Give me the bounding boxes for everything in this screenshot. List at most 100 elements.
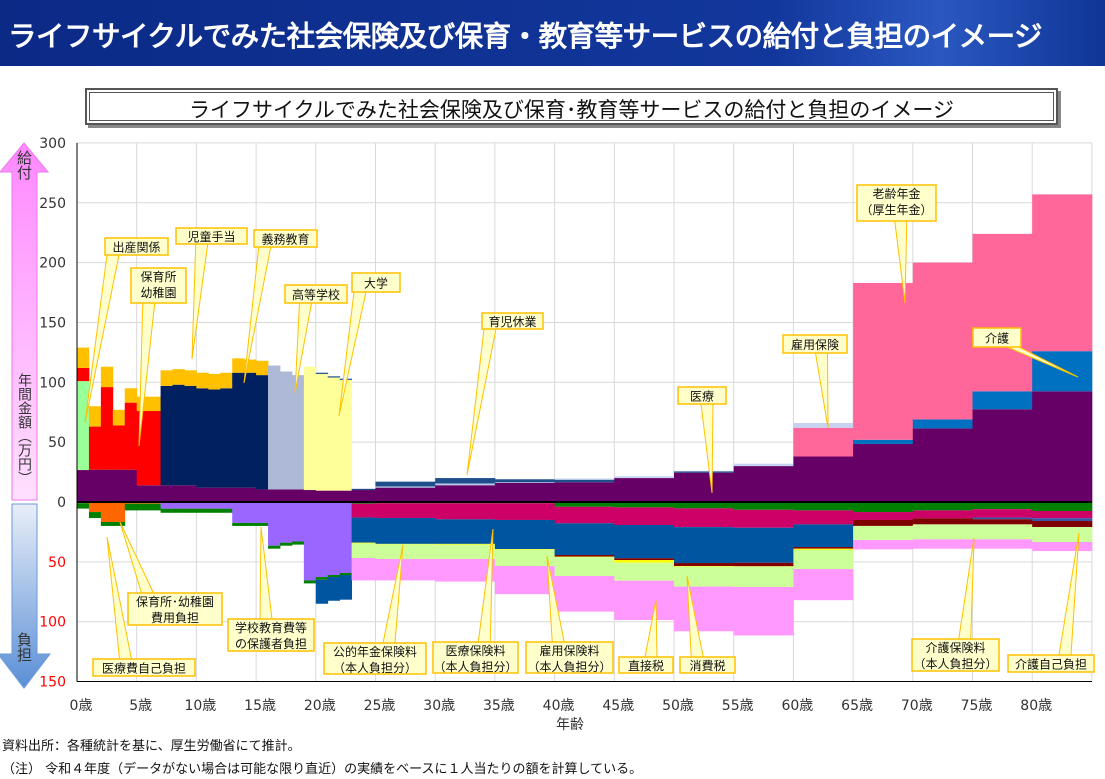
burden-bar-chokusetsu bbox=[972, 539, 1033, 549]
benefit-bar-iryo bbox=[435, 485, 496, 502]
burden-bar-iryo_jiko bbox=[220, 508, 233, 513]
burden-bar-kaigo_hoken bbox=[1032, 521, 1093, 528]
callout-text: （厚生年金） bbox=[860, 202, 932, 217]
burden-bar-shohi bbox=[494, 549, 555, 567]
benefit-bar-daigaku bbox=[303, 366, 317, 491]
burden-bar-iryo_jiko bbox=[196, 508, 209, 513]
benefit-bar-jido bbox=[256, 360, 269, 376]
benefit-bar-jido bbox=[232, 358, 245, 373]
burden-bar-shohi bbox=[793, 549, 854, 570]
callout-koko: 高等学校 bbox=[284, 284, 348, 394]
callout-text: 大学 bbox=[364, 276, 388, 291]
burden-bar-nenkin_hoken bbox=[375, 518, 436, 544]
burden-bar-shohi bbox=[972, 524, 1033, 540]
x-tick-label: 45歳 bbox=[602, 698, 634, 714]
burden-bar-chokusetsu bbox=[733, 586, 794, 636]
burden-bar-gakuhi bbox=[315, 579, 329, 604]
callout-text: 高等学校 bbox=[292, 287, 340, 302]
header-bar: ライフサイクルでみた社会保険及び保育・教育等サービスの給付と負担のイメージ bbox=[0, 0, 1105, 66]
burden-bar-iryo_hoken bbox=[375, 503, 436, 519]
burden-bar-hoiku_hi bbox=[100, 502, 114, 522]
callout-text: 幼稚園 bbox=[140, 286, 176, 300]
x-tick-label: 40歳 bbox=[543, 698, 575, 714]
burden-bar-iryo_hoken bbox=[912, 510, 973, 519]
benefit-bar-iryo bbox=[614, 478, 675, 502]
burden-bar-iryo_jiko bbox=[100, 521, 114, 526]
burden-bar-iryo_hoken bbox=[614, 507, 675, 525]
benefit-bar-iryo bbox=[136, 485, 161, 502]
callout-text: 雇用保険 bbox=[791, 337, 839, 352]
burden-bar-gakko bbox=[279, 502, 293, 543]
burden-bar-iryo_jiko bbox=[244, 522, 257, 526]
callout-text: 保育所･幼稚園 bbox=[136, 594, 214, 609]
benefit-bar-jido bbox=[112, 409, 126, 426]
callout-box bbox=[525, 641, 614, 674]
callout-shohi: 消費税 bbox=[679, 575, 736, 674]
burden-bar-chokusetsu bbox=[674, 586, 735, 632]
burden-bar-nenkin_hoken bbox=[435, 519, 496, 544]
burden-bar-kaigo_hoken bbox=[793, 547, 854, 549]
callout-kaigo-jiko: 介護自己負担 bbox=[1007, 532, 1095, 673]
callout-text: 児童手当 bbox=[187, 229, 235, 244]
x-tick-label: 75歳 bbox=[961, 698, 993, 714]
benefit-bar-iryo bbox=[912, 428, 973, 502]
burden-bar-shohi bbox=[733, 566, 794, 587]
benefit-bar-iryo bbox=[256, 489, 269, 502]
burden-bar-iryo_jiko bbox=[315, 577, 329, 580]
callout-box bbox=[972, 327, 1022, 348]
callout-box bbox=[679, 656, 736, 674]
benefit-bar-iryo bbox=[100, 469, 114, 502]
burden-bar-koyo_hoken bbox=[674, 566, 735, 567]
burden-bar-gakko bbox=[220, 502, 233, 509]
callout-pointer bbox=[338, 291, 367, 417]
callout-box bbox=[175, 227, 248, 245]
burden-bar-nenkin_hoken bbox=[614, 524, 675, 559]
callout-ikuji: 育児休業 bbox=[466, 312, 544, 476]
callout-nenkin-hoken: 公的年金保険料 （本人負担分） bbox=[323, 544, 427, 675]
callout-box bbox=[677, 386, 727, 405]
burden-bar-kaigo_hoken bbox=[554, 555, 615, 557]
burden-bar-iryo_jiko bbox=[279, 542, 293, 546]
y-tick-label-negative: 100 bbox=[39, 615, 66, 631]
benefit-bar-ikuji bbox=[674, 471, 735, 473]
burden-bar-gakuhi bbox=[327, 577, 341, 601]
callout-text: 義務教育 bbox=[261, 232, 309, 247]
callout-iryo-hoken: 医療保険料 （本人負担分） bbox=[432, 528, 519, 674]
benefit-bar-koko bbox=[268, 365, 281, 490]
burden-bar-iryo_jiko bbox=[733, 502, 794, 510]
burden-bar-koyo_hoken bbox=[494, 549, 555, 550]
burden-bar-nenkin_hoken bbox=[674, 527, 735, 564]
benefit-bar-nenkin bbox=[912, 262, 973, 420]
burden-bar-gakko bbox=[268, 502, 281, 546]
callout-pointer bbox=[958, 537, 975, 640]
benefit-bar-ikuji bbox=[435, 478, 496, 484]
burden-bar-gakuhi bbox=[339, 575, 353, 600]
x-tick-label: 20歳 bbox=[304, 698, 336, 714]
burden-bar-shohi bbox=[1032, 527, 1093, 542]
benefit-bar-ikuji bbox=[494, 479, 555, 483]
benefit-bar-iryo bbox=[972, 409, 1033, 502]
callout-jido: 児童手当 bbox=[175, 227, 248, 360]
burden-bar-gakko bbox=[291, 502, 305, 542]
callout-text: 出産関係 bbox=[112, 240, 160, 255]
callout-pointer bbox=[466, 328, 497, 476]
callout-koyo-hoken: 雇用保険料 （本人負担分） bbox=[525, 555, 614, 674]
burden-bar-koyo_hoken bbox=[614, 560, 675, 563]
callout-box bbox=[782, 334, 848, 354]
x-tick-label: 35歳 bbox=[483, 698, 515, 714]
benefit-bar-iryo bbox=[196, 487, 209, 502]
callout-nenkin: 老齢年金（厚生年金） bbox=[856, 184, 937, 304]
callout-text: 公的年金保険料 bbox=[333, 644, 417, 659]
burden-bar-iryo_jiko bbox=[136, 503, 161, 511]
callout-box bbox=[104, 237, 169, 256]
page-title: ライフサイクルでみた社会保険及び保育・教育等サービスの給付と負担のイメージ bbox=[8, 20, 1043, 53]
burden-bar-iryo_jiko bbox=[912, 502, 973, 511]
burden-bar-gakko bbox=[303, 502, 317, 581]
burden-bar-iryo_jiko bbox=[1032, 502, 1093, 511]
burden-bar-iryo_jiko bbox=[184, 508, 197, 513]
benefit-bar-iryo bbox=[315, 490, 329, 502]
callout-box bbox=[323, 642, 427, 675]
callout-text: の保護者負担 bbox=[235, 636, 307, 651]
burden-bar-iryo_hoken bbox=[972, 509, 1033, 518]
